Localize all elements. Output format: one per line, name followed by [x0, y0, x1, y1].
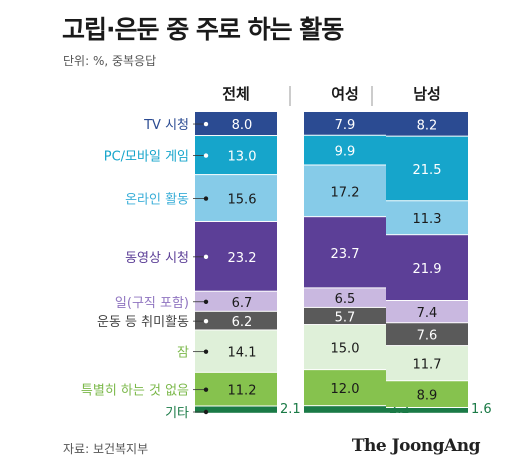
data-label: 1.6 [471, 402, 492, 417]
data-label: 15.6 [228, 193, 257, 208]
data-label: 7.9 [335, 118, 356, 133]
legend-label: 운동 등 취미활동 [97, 315, 189, 330]
bar-segment [386, 136, 468, 201]
data-label: 21.9 [413, 262, 442, 277]
bar-segment [304, 165, 386, 217]
bar-segment [386, 235, 468, 301]
legend-label: TV 시청 [143, 118, 189, 133]
legend-label: 온라인 활동 [125, 193, 189, 208]
bar-segment [304, 370, 386, 406]
bar-segment [386, 201, 468, 235]
bar-segment [195, 311, 277, 330]
data-label: 21.5 [413, 163, 442, 178]
bar-segment [195, 221, 277, 291]
legend-label: 기타 [165, 406, 189, 421]
bar-segment [304, 288, 386, 307]
category-label: 전체 [222, 85, 250, 103]
data-label: 23.2 [228, 251, 257, 266]
leader-dot [203, 153, 209, 158]
bar-segment [386, 381, 468, 407]
legend-label: 동영상 시청 [125, 251, 189, 266]
leader-dot [203, 387, 209, 392]
bar-segment [386, 301, 468, 323]
data-label: 8.9 [417, 389, 438, 404]
bar-segment [304, 217, 386, 288]
data-label: 17.2 [331, 185, 360, 200]
data-label: 14.1 [228, 346, 257, 361]
data-label: 2.1 [280, 402, 301, 417]
bar-segment [195, 136, 277, 175]
bar-segment [304, 325, 386, 370]
bar-segment [195, 112, 277, 136]
data-label: 13.0 [228, 150, 257, 165]
bar-segment [195, 406, 277, 413]
legend-label: 잠 [177, 346, 189, 361]
leader-dot [203, 318, 209, 324]
leader-dot [203, 409, 209, 415]
data-label: 6.7 [232, 296, 253, 311]
bar-segment [304, 112, 386, 135]
chart-title: 고립·은둔 중 주로 하는 활동 [62, 15, 344, 44]
legend-label: PC/모바일 게임 [104, 150, 189, 165]
bar-segment [304, 307, 386, 325]
legend-label: 특별히 하는 것 없음 [81, 384, 189, 399]
leader-dot [203, 254, 209, 260]
leader-dot [203, 299, 209, 304]
source-note: 자료: 보건복지부 [63, 442, 149, 456]
legend-label: 일(구직 포함) [115, 296, 189, 311]
category-label: 남성 [413, 85, 441, 103]
unit-note: 단위: %, 중복응답 [63, 54, 157, 68]
bar-segment [195, 372, 277, 406]
bar-segment [386, 112, 468, 136]
bar-segment [195, 291, 277, 311]
data-label: 11.2 [228, 384, 257, 399]
data-label: 7.4 [417, 306, 438, 321]
data-label: 6.2 [232, 315, 253, 330]
data-label: 15.0 [331, 342, 360, 357]
data-label: 11.3 [413, 212, 442, 227]
data-label: 9.9 [335, 145, 356, 160]
publisher-logo: The JoongAng [351, 436, 481, 456]
bar-segment [195, 175, 277, 221]
data-label: 12.0 [331, 382, 360, 397]
data-label: 5.7 [335, 310, 356, 325]
bar-segment [386, 323, 468, 346]
bar-segment [304, 135, 386, 165]
bar-segment [304, 406, 386, 413]
bar-segment [386, 407, 468, 413]
data-label: 6.5 [335, 292, 356, 307]
category-label: 여성 [331, 85, 359, 103]
leader-dot [203, 196, 209, 201]
bar-segment [386, 346, 468, 381]
data-label: 8.2 [417, 118, 438, 133]
data-label: 11.7 [413, 358, 442, 373]
leader-dot [203, 121, 209, 127]
leader-dot [203, 349, 209, 354]
bar-segment [195, 330, 277, 372]
data-label: 8.0 [232, 118, 253, 133]
data-label: 7.6 [417, 329, 438, 344]
data-label: 23.7 [331, 247, 360, 262]
